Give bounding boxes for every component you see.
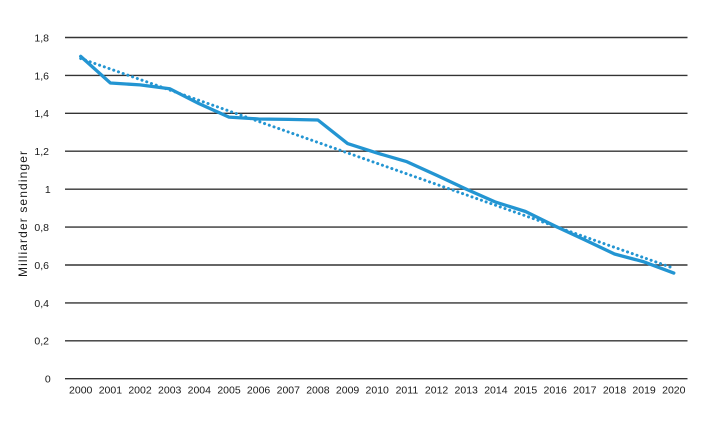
svg-text:2020: 2020 [662,385,686,397]
svg-text:2015: 2015 [514,385,538,397]
svg-text:2000: 2000 [69,385,93,397]
svg-text:2008: 2008 [306,385,330,397]
svg-text:0: 0 [45,374,51,386]
svg-text:2013: 2013 [455,385,479,397]
svg-text:2002: 2002 [128,385,152,397]
svg-text:2018: 2018 [603,385,627,397]
svg-text:2010: 2010 [366,385,390,397]
svg-text:2011: 2011 [396,385,419,397]
svg-text:0,8: 0,8 [34,222,49,234]
svg-text:2017: 2017 [573,385,597,397]
svg-text:2004: 2004 [188,385,212,397]
svg-text:2005: 2005 [217,385,241,397]
svg-text:1,6: 1,6 [34,70,49,82]
svg-text:0,4: 0,4 [34,298,49,310]
svg-text:2019: 2019 [632,385,656,397]
svg-text:2016: 2016 [544,385,568,397]
svg-text:Milliarder sendinger: Milliarder sendinger [16,151,30,277]
svg-text:2003: 2003 [158,385,182,397]
svg-text:0,2: 0,2 [34,336,49,348]
svg-text:2014: 2014 [484,385,508,397]
svg-text:2009: 2009 [336,385,360,397]
svg-text:1,8: 1,8 [34,32,49,44]
svg-text:2007: 2007 [277,385,301,397]
svg-text:2006: 2006 [247,385,271,397]
svg-text:2001: 2001 [99,385,123,397]
svg-text:2012: 2012 [425,385,449,397]
svg-text:1,2: 1,2 [34,146,49,158]
svg-text:1: 1 [45,184,51,196]
svg-text:0,6: 0,6 [34,260,49,272]
svg-text:1,4: 1,4 [34,108,49,120]
